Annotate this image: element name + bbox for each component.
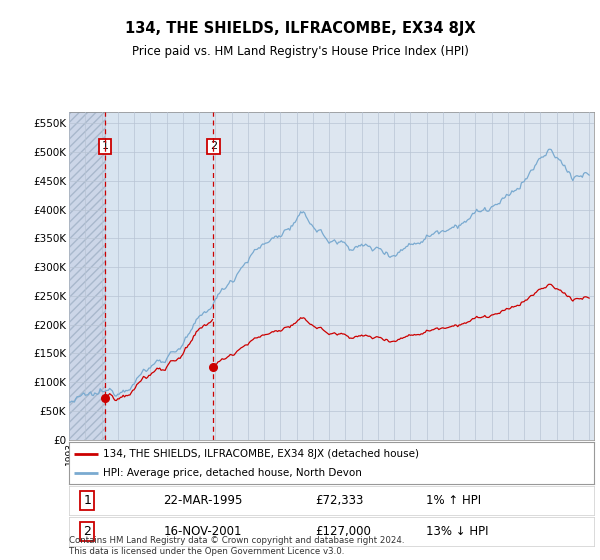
Text: 2: 2 (83, 525, 91, 538)
Text: 134, THE SHIELDS, ILFRACOMBE, EX34 8JX: 134, THE SHIELDS, ILFRACOMBE, EX34 8JX (125, 21, 475, 36)
Text: £72,333: £72,333 (316, 494, 364, 507)
Text: 1: 1 (83, 494, 91, 507)
Bar (69, 112, 105, 440)
Text: 1: 1 (101, 142, 109, 152)
Bar (105, 112, 214, 440)
Text: Price paid vs. HM Land Registry's House Price Index (HPI): Price paid vs. HM Land Registry's House … (131, 45, 469, 58)
Text: 22-MAR-1995: 22-MAR-1995 (163, 494, 243, 507)
Text: 16-NOV-2001: 16-NOV-2001 (163, 525, 242, 538)
Text: £127,000: £127,000 (316, 525, 371, 538)
Text: Contains HM Land Registry data © Crown copyright and database right 2024.
This d: Contains HM Land Registry data © Crown c… (69, 536, 404, 556)
Text: 2: 2 (210, 142, 217, 152)
Text: 13% ↓ HPI: 13% ↓ HPI (426, 525, 488, 538)
Text: HPI: Average price, detached house, North Devon: HPI: Average price, detached house, Nort… (103, 468, 362, 478)
Text: 1% ↑ HPI: 1% ↑ HPI (426, 494, 481, 507)
Text: 134, THE SHIELDS, ILFRACOMBE, EX34 8JX (detached house): 134, THE SHIELDS, ILFRACOMBE, EX34 8JX (… (103, 449, 419, 459)
